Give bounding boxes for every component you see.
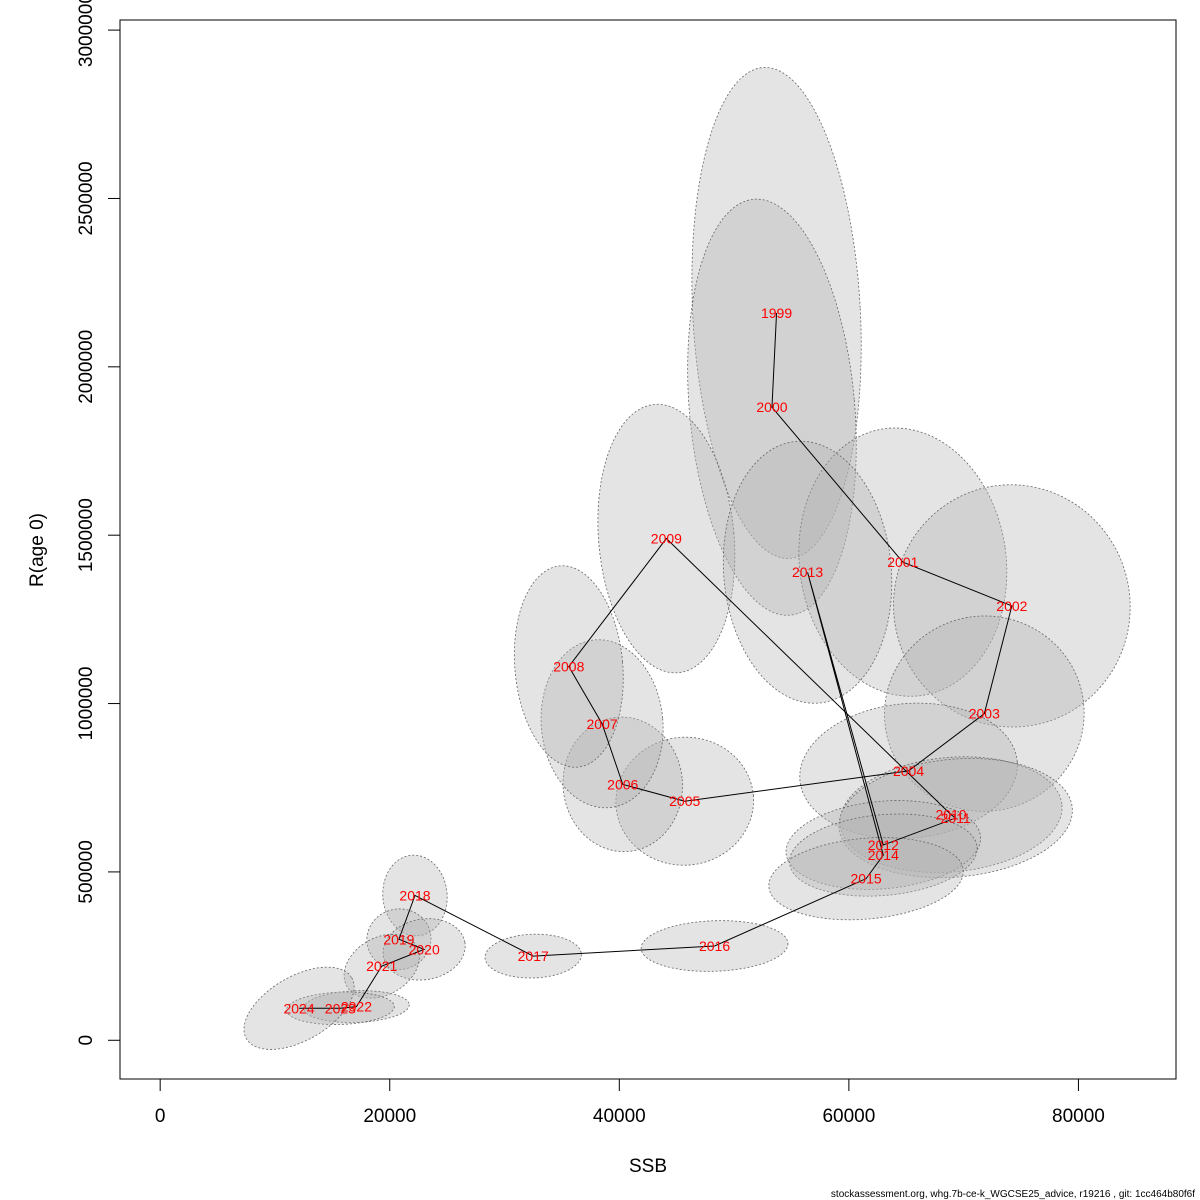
year-labels: 1999 2000 2001 2002 2003 2004 2005 2006 2007 2008… — [283, 305, 1027, 1016]
year-label-2005: 2005 — [669, 793, 700, 809]
year-label-2023: 2023 — [325, 1000, 356, 1016]
x-tick-label: 40000 — [593, 1106, 646, 1127]
year-label-2001: 2001 — [887, 554, 918, 570]
year-label-2007: 2007 — [587, 716, 618, 732]
y-axis: 0 500000 1000000 1500000 2000000 2500000 30000… — [76, 0, 121, 1046]
year-label-2024: 2024 — [283, 1000, 314, 1016]
year-label-2006: 2006 — [607, 776, 638, 792]
year-label-2010: 2010 — [935, 807, 966, 823]
year-label-2019: 2019 — [383, 931, 414, 947]
year-label-2018: 2018 — [399, 887, 430, 903]
trajectory-line — [299, 312, 1013, 1009]
trajectory-line-group — [299, 312, 1013, 1009]
year-label-2004: 2004 — [893, 763, 924, 779]
year-label-2022: 2022 — [341, 999, 372, 1015]
x-axis: 0 20000 40000 60000 80000 — [155, 1078, 1105, 1127]
year-label-2012: 2012 — [868, 837, 899, 853]
y-tick-label: 2500000 — [76, 161, 97, 235]
y-tick-label: 1000000 — [76, 667, 97, 741]
y-tick-label: 2000000 — [76, 330, 97, 404]
year-label-2017: 2017 — [518, 948, 549, 964]
confidence-ellipses — [243, 67, 1131, 1050]
x-tick-label: 0 — [155, 1106, 166, 1127]
year-label-2011: 2011 — [941, 810, 971, 826]
y-tick-label: 3000000 — [76, 0, 97, 67]
year-label-2003: 2003 — [969, 706, 1000, 722]
y-axis-label: R(age 0) — [27, 513, 48, 587]
footer-credit: stockassessment.org, whg.7b-ce-k_WGCSE25… — [831, 1189, 1195, 1200]
year-label-2020: 2020 — [409, 941, 440, 957]
x-tick-label: 20000 — [363, 1106, 416, 1127]
year-label-2016: 2016 — [699, 938, 730, 954]
year-label-2000: 2000 — [756, 399, 787, 415]
y-tick-label: 1500000 — [76, 498, 97, 572]
y-tick-label: 500000 — [76, 840, 97, 903]
year-label-2021: 2021 — [366, 958, 397, 974]
year-label-2008: 2008 — [553, 659, 584, 675]
x-tick-label: 80000 — [1052, 1106, 1105, 1127]
year-label-2015: 2015 — [851, 871, 882, 887]
year-label-2009: 2009 — [651, 531, 682, 547]
year-label-2002: 2002 — [996, 598, 1027, 614]
year-label-2013: 2013 — [792, 564, 823, 580]
x-tick-label: 60000 — [822, 1106, 875, 1127]
year-label-1999: 1999 — [761, 305, 792, 321]
y-tick-label: 0 — [76, 1035, 97, 1046]
x-axis-label: SSB — [629, 1156, 667, 1177]
year-label-2014: 2014 — [868, 847, 899, 863]
